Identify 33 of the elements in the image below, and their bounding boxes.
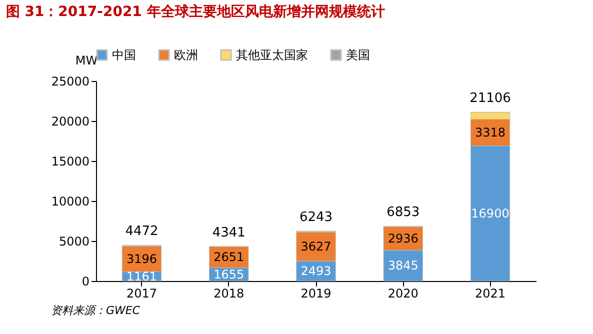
data-label: 2936 [388, 231, 418, 246]
data-label: 3627 [300, 240, 332, 254]
data-label: 2493 [300, 264, 332, 278]
data-label: 1655 [214, 267, 244, 282]
legend-label: 欧洲 [174, 48, 198, 62]
total-label: 6853 [386, 205, 420, 220]
data-label: 2651 [214, 250, 244, 264]
y-tick-label: 15000 [51, 154, 90, 168]
data-label: 3318 [474, 126, 506, 140]
data-label: 3845 [388, 258, 418, 273]
x-tick-label: 2020 [388, 286, 418, 300]
data-label: 1161 [126, 269, 158, 284]
y-tick-label: 10000 [51, 194, 90, 208]
data-label: 3196 [126, 252, 158, 266]
chart-title: 图 31：2017-2021 年全球主要地区风电新增并网规模统计 [6, 3, 385, 20]
total-label: 4341 [212, 225, 246, 240]
y-tick-label: 25000 [51, 74, 90, 88]
x-tick-label: 2017 [126, 286, 158, 300]
legend-label: 中国 [112, 48, 136, 62]
total-label: 4472 [125, 224, 158, 240]
y-tick-label: 20000 [51, 114, 90, 128]
legend-label: 美国 [346, 48, 370, 62]
x-tick-label: 2018 [214, 286, 244, 300]
y-tick-label: 5000 [58, 234, 90, 248]
x-tick-label: 2019 [300, 286, 332, 300]
text: 资料来源：GWEC [51, 304, 140, 317]
total-label: 6243 [299, 210, 333, 226]
legend-label: 其他亚太国家 [236, 48, 308, 62]
data-label: 16900 [471, 206, 510, 220]
y-tick-label: 0 [82, 274, 90, 288]
y-axis-title: MW [75, 54, 98, 68]
total-label: 21106 [470, 91, 511, 106]
x-tick-label: 2021 [474, 286, 506, 300]
